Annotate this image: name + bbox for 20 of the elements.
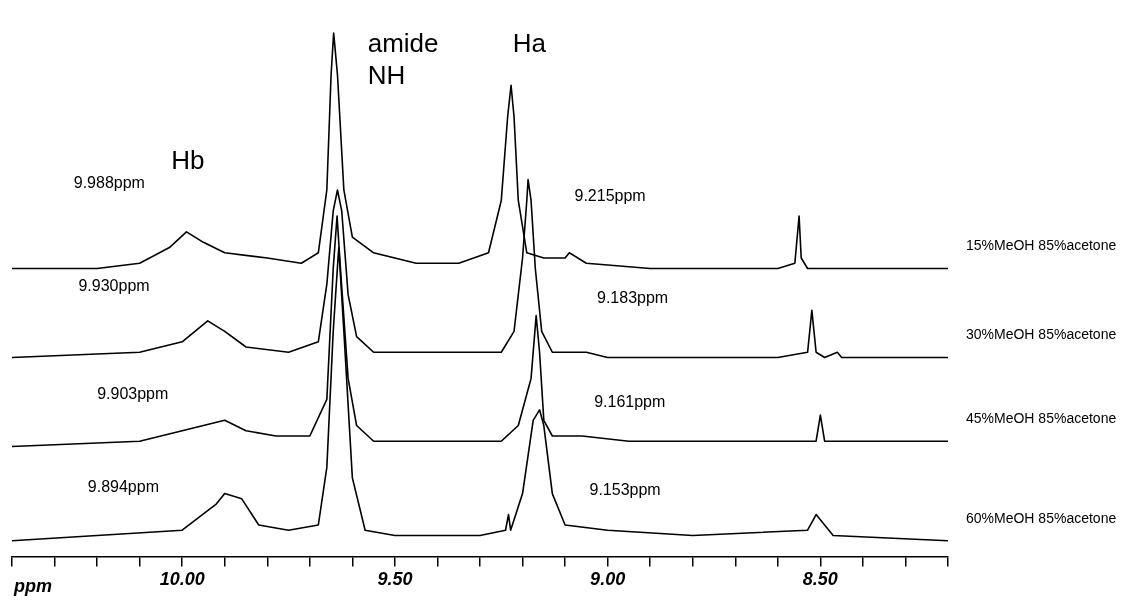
x-axis-title: ppm — [13, 576, 52, 597]
annotation: 9.215ppm — [574, 186, 646, 204]
series-label: 15%MeOH 85%acetone — [966, 237, 1117, 254]
series-label: 60%MeOH 85%acetone — [966, 509, 1117, 526]
annotation: 9.903ppm — [97, 385, 169, 403]
annotation: 9.161ppm — [594, 392, 666, 410]
x-tick-label: 9.50 — [377, 569, 413, 590]
x-tick-label: 10.00 — [159, 569, 205, 590]
annotation: Ha — [512, 27, 547, 58]
annotation: 9.930ppm — [78, 277, 150, 295]
annotation: 9.153ppm — [589, 480, 661, 498]
x-tick-label: 9.00 — [590, 569, 626, 590]
annotation: amide NH — [367, 27, 439, 90]
x-tick-label: 8.50 — [802, 569, 838, 590]
annotation: 9.894ppm — [87, 478, 159, 496]
annotation: 9.183ppm — [596, 288, 669, 306]
series-label: 30%MeOH 85%acetone — [966, 326, 1117, 343]
annotation: 9.988ppm — [73, 173, 145, 191]
annotation: Hb — [171, 145, 205, 176]
series-label: 45%MeOH 85%acetone — [966, 410, 1117, 427]
